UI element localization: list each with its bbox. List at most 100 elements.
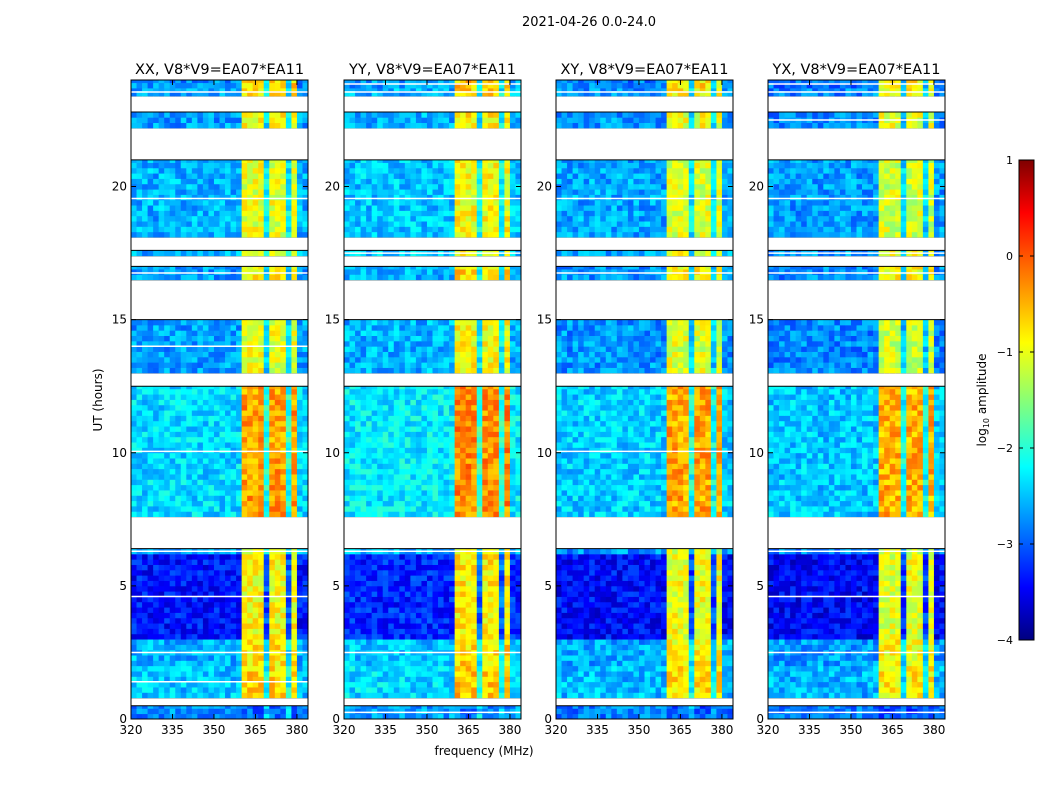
heatmap-cell	[191, 340, 198, 347]
heatmap-cell	[280, 490, 287, 496]
heatmap-cell	[164, 87, 171, 92]
heatmap-cell	[382, 399, 389, 406]
heatmap-cell	[504, 506, 511, 512]
heatmap-cell	[169, 500, 176, 507]
heatmap-cell	[263, 468, 270, 475]
heatmap-cell	[236, 559, 243, 565]
heatmap-cell	[465, 639, 472, 645]
heatmap-cell	[280, 431, 287, 438]
heatmap-cell	[454, 569, 461, 576]
heatmap-cell	[263, 420, 270, 427]
heatmap-cell	[247, 215, 254, 222]
heatmap-cell	[393, 463, 400, 470]
heatmap-cell	[509, 580, 516, 587]
heatmap-cell	[225, 612, 231, 619]
heatmap-cell	[454, 426, 461, 432]
heatmap-cell	[274, 87, 281, 92]
heatmap-cell	[460, 633, 467, 640]
heatmap-cell	[291, 617, 298, 624]
heatmap-cell	[360, 676, 367, 683]
heatmap-cell	[197, 215, 204, 222]
heatmap-cell	[169, 420, 176, 427]
heatmap-cell	[291, 660, 298, 667]
heatmap-cell	[131, 553, 137, 560]
heatmap-cell	[236, 506, 243, 512]
heatmap-cell	[169, 162, 176, 169]
heatmap-cell	[252, 167, 259, 174]
heatmap-cell	[252, 580, 259, 587]
heatmap-cell	[471, 399, 478, 406]
heatmap-cell	[131, 705, 137, 709]
heatmap-cell	[482, 394, 489, 400]
heatmap-cell	[241, 231, 248, 238]
heatmap-cell	[175, 436, 182, 443]
heatmap-cell	[136, 639, 143, 645]
heatmap-cell	[131, 117, 137, 123]
heatmap-cell	[509, 660, 516, 667]
heatmap-cell	[421, 564, 428, 571]
heatmap-cell	[230, 644, 237, 651]
heatmap-cell	[443, 575, 450, 581]
heatmap-cell	[426, 601, 433, 608]
heatmap-cell	[269, 436, 276, 443]
heatmap-cell	[269, 676, 276, 683]
heatmap-cell	[274, 226, 281, 233]
heatmap-cell	[180, 324, 187, 331]
heatmap-cell	[482, 580, 489, 587]
heatmap-cell	[360, 660, 367, 667]
heatmap-cell	[208, 367, 215, 374]
heatmap-cell	[388, 346, 395, 352]
heatmap-cell	[432, 458, 439, 464]
heatmap-cell	[186, 607, 193, 613]
heatmap-cell	[296, 404, 303, 411]
heatmap-cell	[136, 90, 143, 97]
heatmap-cell	[382, 362, 389, 368]
heatmap-cell	[136, 388, 143, 395]
heatmap-cell	[213, 564, 220, 571]
heatmap-cell	[349, 447, 356, 454]
heatmap-cell	[291, 231, 298, 238]
heatmap-cell	[225, 500, 231, 507]
heatmap-cell	[269, 226, 276, 233]
heatmap-cell	[131, 671, 137, 677]
heatmap-cell	[355, 692, 361, 699]
heatmap-cell	[421, 479, 428, 486]
heatmap-cell	[142, 420, 148, 427]
heatmap-cell	[191, 324, 198, 331]
heatmap-cell	[366, 506, 373, 512]
heatmap-cell	[296, 215, 303, 222]
heatmap-cell	[202, 447, 209, 454]
heatmap-cell	[131, 442, 137, 448]
heatmap-cell	[274, 644, 281, 651]
heatmap-cell	[388, 394, 395, 400]
heatmap-cell	[241, 655, 248, 661]
heatmap-cell	[426, 452, 433, 459]
heatmap-cell	[236, 404, 243, 411]
heatmap-cell	[285, 479, 292, 486]
heatmap-cell	[493, 628, 500, 635]
heatmap-cell	[263, 415, 270, 422]
heatmap-cell	[131, 479, 137, 486]
heatmap-cell	[274, 266, 281, 270]
heatmap-cell	[147, 274, 154, 281]
heatmap-cell	[158, 351, 165, 358]
heatmap-cell	[515, 394, 522, 400]
heatmap-cell	[247, 386, 254, 390]
heatmap-cell	[285, 82, 292, 89]
heatmap-cell	[377, 386, 384, 390]
heatmap-cell	[252, 82, 259, 89]
heatmap-cell	[252, 484, 259, 491]
heatmap-cell	[153, 189, 160, 195]
heatmap-cell	[302, 205, 309, 211]
heatmap-cell	[426, 415, 433, 422]
heatmap-cell	[355, 340, 361, 347]
heatmap-cell	[142, 660, 148, 667]
heatmap-cell	[241, 585, 248, 592]
heatmap-cell	[258, 404, 265, 411]
heatmap-cell	[476, 388, 483, 395]
heatmap-cell	[302, 111, 309, 118]
heatmap-cell	[366, 463, 373, 470]
heatmap-cell	[454, 367, 461, 374]
heatmap-cell	[476, 346, 483, 352]
heatmap-cell	[302, 324, 309, 331]
